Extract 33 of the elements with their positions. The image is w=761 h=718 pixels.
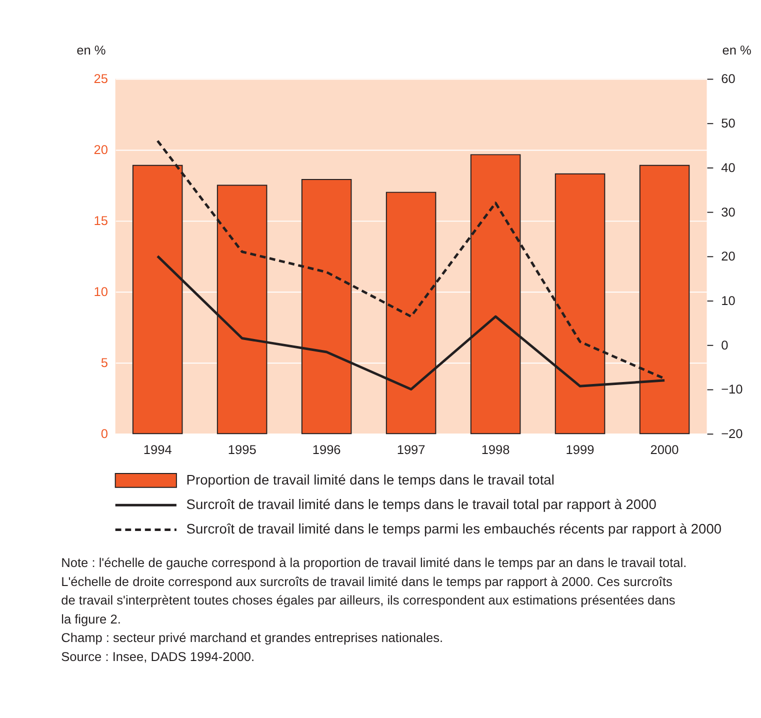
legend-label: Surcroît de travail limité dans le temps dans le travail total par rapport à 2000 — [186, 497, 657, 512]
legend-label: Surcroît de travail limité dans le temps parmi les embauchés récents par rapport à 2000 — [186, 522, 722, 537]
y2-tick-label: 30 — [721, 204, 736, 220]
y2-tick-label: −10 — [721, 382, 743, 397]
legend-label: Proportion de travail limité dans le temps dans le travail total — [186, 472, 554, 488]
x-tick-label: 1999 — [566, 442, 594, 457]
y2-tick-label: 20 — [721, 248, 736, 264]
x-tick-label: 1997 — [396, 442, 426, 457]
y2-tick-label: 0 — [721, 337, 728, 352]
y2-tick-label: −20 — [721, 426, 743, 442]
x-tick-label: 1994 — [143, 442, 172, 457]
x-tick-label: 1998 — [481, 442, 510, 457]
y-tick-label: 5 — [100, 355, 108, 370]
y-tick-label: 20 — [94, 142, 108, 158]
y-tick-label: 25 — [94, 71, 108, 86]
y-tick-label: 0 — [100, 426, 108, 442]
x-tick-label: 1995 — [228, 442, 256, 457]
text: Champ : secteur privé marchand et grandes entreprises nationales. — [61, 630, 444, 646]
y2-tick-label: 50 — [721, 116, 736, 131]
y2-tick-label: 10 — [721, 292, 736, 308]
text: L'échelle de droite correspond aux surcroîts de travail limité dans le temps par rapport à 2000. Ces surcroîts — [61, 574, 672, 589]
text: de travail s'interprètent toutes choses égales par ailleurs, ils correspondent aux estimations présentées dans — [61, 592, 676, 608]
y2-axis-title: en % — [722, 42, 752, 58]
text: la figure 2. — [61, 611, 121, 626]
y-tick-label: 10 — [94, 284, 108, 300]
y2-tick-label: 40 — [721, 160, 736, 175]
text: Note : l'échelle de gauche correspond à la proportion de travail limité dans le temps par an dans le travail total. — [61, 555, 687, 570]
source-note: Source : Insee, DADS 1994-2000. — [61, 648, 255, 664]
x-tick-label: 2000 — [650, 442, 679, 457]
y-axis-title: en % — [76, 42, 106, 58]
x-tick-label: 1996 — [312, 442, 341, 457]
y-tick-label: 15 — [94, 213, 108, 228]
y2-tick-label: 60 — [721, 71, 736, 86]
